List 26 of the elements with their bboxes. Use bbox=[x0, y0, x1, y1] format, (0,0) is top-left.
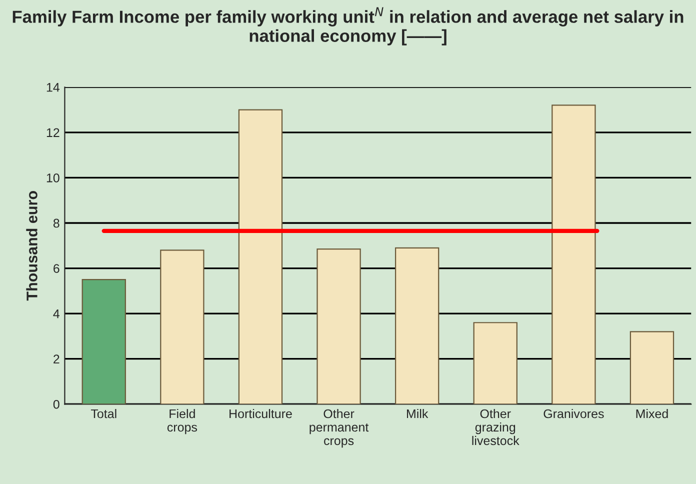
x-tick-label: Other grazing livestock bbox=[472, 409, 520, 446]
y-tick-label: 4 bbox=[53, 309, 60, 318]
y-tick-label: 6 bbox=[54, 264, 60, 273]
bar bbox=[82, 279, 126, 404]
x-tick-label: Total bbox=[90, 409, 116, 418]
x-tick-label: Milk bbox=[406, 409, 428, 418]
y-tick-label: 0 bbox=[53, 400, 60, 409]
bar bbox=[473, 322, 518, 404]
y-tick-label: 2 bbox=[54, 354, 60, 364]
bar bbox=[160, 250, 204, 404]
bar bbox=[552, 104, 596, 404]
bar bbox=[394, 247, 440, 404]
y-tick-label: 10 bbox=[46, 174, 60, 182]
chart-title: Family Farm Income per family working unit$^{N}$ in relation and average net salary in national economy [——] bbox=[12, 7, 684, 46]
bar bbox=[238, 109, 283, 404]
x-tick-label: Horticulture bbox=[230, 409, 292, 418]
bar bbox=[316, 248, 361, 404]
bar bbox=[630, 331, 674, 404]
y-tick-label: 14 bbox=[46, 83, 60, 92]
x-tick-label: Granivores bbox=[544, 409, 604, 418]
y-tick-label: 12 bbox=[46, 128, 60, 137]
x-tick-label: Mixed bbox=[636, 409, 668, 418]
y-tick-label: 8 bbox=[53, 218, 60, 228]
x-tick-label: Field crops bbox=[167, 409, 198, 434]
x-tick-label: Other permanent crops bbox=[310, 409, 369, 448]
y-axis-title: Thousand euro bbox=[26, 191, 38, 301]
